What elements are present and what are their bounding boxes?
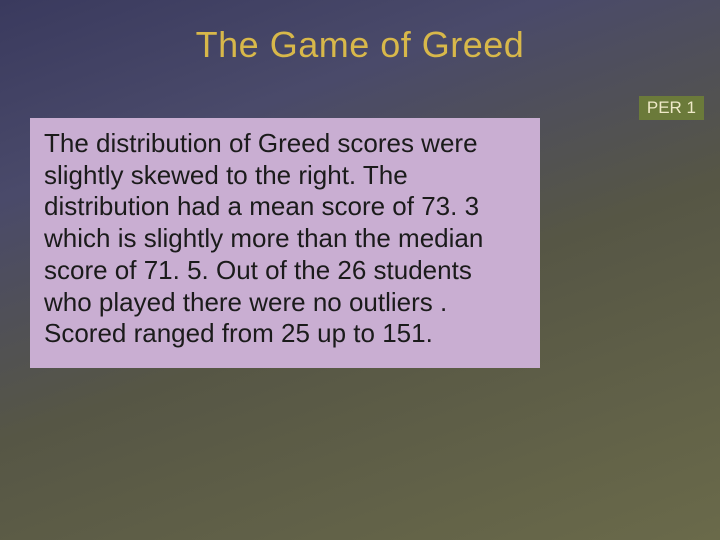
body-textbox: The distribution of Greed scores were sl… bbox=[30, 118, 540, 368]
slide-title: The Game of Greed bbox=[0, 24, 720, 66]
period-badge: PER 1 bbox=[639, 96, 704, 120]
body-text: The distribution of Greed scores were sl… bbox=[44, 128, 483, 348]
